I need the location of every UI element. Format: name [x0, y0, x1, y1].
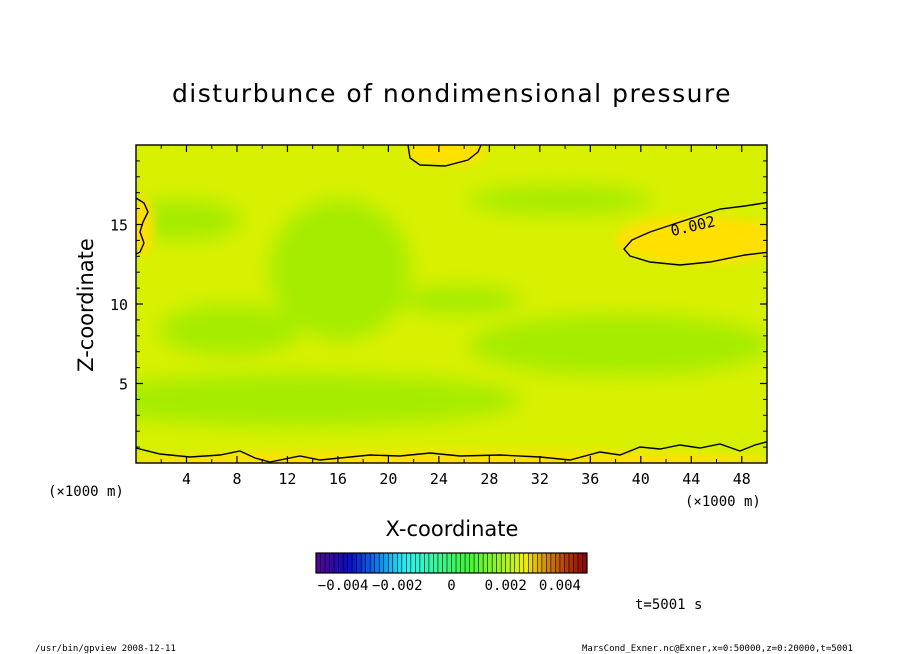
colorbar-swatch [568, 553, 574, 573]
colorbar-swatch [577, 553, 583, 573]
colorbar-swatch [446, 553, 452, 573]
colorbar-swatch [564, 553, 570, 573]
colorbar-label: −0.004 [318, 578, 369, 594]
colorbar-swatch [356, 553, 362, 573]
x-tick-label-32: 32 [531, 470, 549, 488]
colorbar-swatch [528, 553, 534, 573]
colorbar-swatch [325, 553, 330, 573]
colorbar-swatch [456, 553, 461, 573]
colorbar-swatch [410, 553, 416, 573]
y-axis-unit: (×1000 m) [48, 484, 124, 500]
x-tick-label-36: 36 [581, 470, 599, 488]
x-tick-label-40: 40 [632, 470, 650, 488]
colorbar-swatch [388, 553, 394, 573]
footer-source: MarsCond_Exner.nc@Exner,x=0:50000,z=0:20… [582, 644, 853, 654]
y-tick-label-10: 10 [110, 296, 128, 314]
colorbar-swatch [343, 553, 348, 573]
colorbar-swatch [559, 553, 565, 573]
plot-field: 0.002 [136, 145, 767, 463]
colorbar-swatch [392, 553, 398, 573]
x-tick-label-48: 48 [733, 470, 751, 488]
x-tick-label-16: 16 [329, 470, 347, 488]
time-label: t=5001 s [635, 597, 702, 613]
colorbar-frame [315, 552, 588, 574]
colorbar-swatch [437, 553, 443, 573]
colorbar-swatch [582, 553, 588, 573]
x-axis-label: X-coordinate [386, 517, 519, 541]
x-tick-label-20: 20 [379, 470, 397, 488]
colorbar-swatch [329, 553, 335, 573]
colorbar-swatch [523, 553, 529, 573]
colorbar-swatch [347, 553, 353, 573]
colorbar-swatch [532, 553, 538, 573]
x-tick-label-24: 24 [430, 470, 448, 488]
colorbar-labels: −0.004 −0.002 0 0.002 0.004 [318, 578, 581, 594]
y-axis-ticks: 5 10 15 [110, 160, 767, 448]
colorbar-swatch [397, 553, 403, 573]
colorbar-swatch [478, 553, 484, 573]
colorbar-swatch [519, 553, 525, 573]
colorbar-swatch [338, 553, 344, 573]
colorbar-swatch [442, 553, 448, 573]
colorbar-swatch [510, 553, 516, 573]
colorbar-swatch [573, 553, 579, 573]
colorbar-swatch [316, 553, 321, 573]
colorbar-swatch [365, 553, 371, 573]
colorbar-swatch [537, 553, 543, 573]
x-tick-label-44: 44 [682, 470, 700, 488]
colorbar-swatch [424, 553, 430, 573]
colorbar-swatch [555, 553, 561, 573]
colorbar-swatch [352, 553, 357, 573]
colorbar-swatch [541, 553, 547, 573]
colorbar-swatch [428, 553, 434, 573]
colorbar-label: 0.002 [485, 578, 527, 594]
colorbar-swatch [514, 553, 520, 573]
colorbar-swatch [383, 553, 389, 573]
y-tick-label-5: 5 [119, 376, 128, 394]
colorbar-label: −0.002 [372, 578, 423, 594]
colorbar-swatch [469, 553, 475, 573]
colorbar-swatch [374, 553, 380, 573]
x-tick-label-12: 12 [278, 470, 296, 488]
colorbar-swatch [492, 553, 497, 573]
colorbar-swatch [406, 553, 412, 573]
colorbar-swatch [451, 553, 457, 573]
colorbar-swatch [401, 553, 407, 573]
colorbar-swatch [379, 553, 385, 573]
x-axis-ticks: 4 8 12 16 20 24 28 32 36 40 44 48 [160, 145, 751, 488]
colorbar-swatch [546, 553, 552, 573]
field-green-regions [136, 186, 767, 426]
colorbar-swatch [550, 553, 556, 573]
x-tick-label-4: 4 [182, 470, 191, 488]
colorbar-swatch [487, 553, 493, 573]
colorbar-swatch [505, 553, 511, 573]
colorbar-swatch [474, 553, 479, 573]
colorbar-swatch [501, 553, 506, 573]
chart-title: disturbunce of nondimensional pressure [172, 79, 732, 108]
colorbar-swatch [415, 553, 421, 573]
x-tick-label-28: 28 [480, 470, 498, 488]
colorbar-swatch [433, 553, 439, 573]
colorbar-swatch [419, 553, 425, 573]
y-tick-label-15: 15 [110, 217, 128, 235]
colorbar-swatch [361, 553, 366, 573]
footer-program: /usr/bin/gpview 2008-12-11 [35, 644, 176, 654]
colorbar [315, 553, 588, 573]
colorbar-swatch [465, 553, 470, 573]
colorbar-swatch [320, 553, 326, 573]
colorbar-swatch [496, 553, 502, 573]
colorbar-label: 0 [447, 578, 455, 594]
x-axis-unit: (×1000 m) [685, 494, 761, 510]
colorbar-swatch [334, 553, 339, 573]
colorbar-swatch [370, 553, 376, 573]
y-axis-label: Z-coordinate [74, 238, 98, 372]
colorbar-swatch [460, 553, 466, 573]
x-tick-label-8: 8 [232, 470, 241, 488]
colorbar-label: 0.004 [539, 578, 581, 594]
contour-lines [136, 145, 767, 463]
colorbar-swatch [483, 553, 488, 573]
